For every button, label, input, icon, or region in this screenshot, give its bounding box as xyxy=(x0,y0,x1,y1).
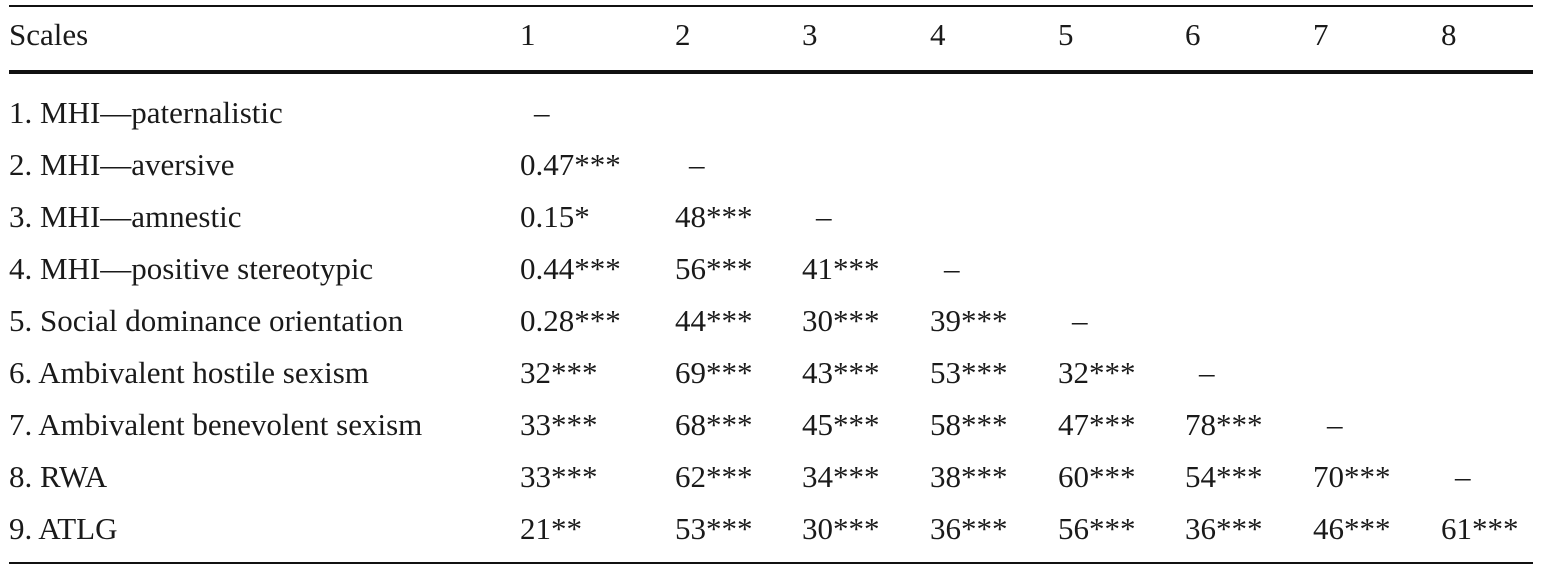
row-label: 4. MHI—positive stereotypic xyxy=(9,251,374,286)
table-cell: – xyxy=(1199,355,1215,390)
table-cell: – xyxy=(816,199,832,234)
row-label: 5. Social dominance orientation xyxy=(9,303,404,338)
table-cell: 62*** xyxy=(675,459,753,494)
row-label: 9. ATLG xyxy=(9,511,118,546)
table-cell: 0.44*** xyxy=(520,251,621,286)
table-cell: 0.47*** xyxy=(520,147,621,182)
row-label: 3. MHI—amnestic xyxy=(9,199,242,234)
header-col-5: 5 xyxy=(1058,17,1074,52)
table-cell: 41*** xyxy=(802,251,880,286)
table-cell: 21** xyxy=(520,511,582,546)
table-cell: 53*** xyxy=(675,511,753,546)
table-cell: 0.15* xyxy=(520,199,590,234)
table-cell: 33*** xyxy=(520,459,598,494)
table-cell: 68*** xyxy=(675,407,753,442)
header-col-4: 4 xyxy=(930,17,946,52)
table-cell: – xyxy=(944,251,960,286)
table-cell: 30*** xyxy=(802,303,880,338)
table-cell: 45*** xyxy=(802,407,880,442)
table-cell: 46*** xyxy=(1313,511,1391,546)
table-header-rule xyxy=(9,70,1533,74)
header-col-7: 7 xyxy=(1313,17,1329,52)
table-cell: 38*** xyxy=(930,459,1008,494)
table-cell: 78*** xyxy=(1185,407,1263,442)
table-cell: 70*** xyxy=(1313,459,1391,494)
table-top-rule xyxy=(9,5,1533,7)
header-col-6: 6 xyxy=(1185,17,1201,52)
table-cell: 32*** xyxy=(520,355,598,390)
header-scales: Scales xyxy=(9,17,89,52)
table-cell: 61*** xyxy=(1441,511,1519,546)
header-col-3: 3 xyxy=(802,17,818,52)
header-col-1: 1 xyxy=(520,17,536,52)
row-label: 6. Ambivalent hostile sexism xyxy=(9,355,369,390)
table-cell: 56*** xyxy=(675,251,753,286)
table-cell: 30*** xyxy=(802,511,880,546)
table-cell: – xyxy=(1072,303,1088,338)
table-bottom-rule xyxy=(9,562,1533,564)
table-cell: – xyxy=(1455,459,1471,494)
table-cell: 0.28*** xyxy=(520,303,621,338)
row-label: 7. Ambivalent benevolent sexism xyxy=(9,407,423,442)
table-cell: 36*** xyxy=(930,511,1008,546)
header-col-2: 2 xyxy=(675,17,691,52)
table-cell: – xyxy=(1327,407,1343,442)
row-label: 8. RWA xyxy=(9,459,108,494)
table-cell: 54*** xyxy=(1185,459,1263,494)
row-label: 1. MHI—paternalistic xyxy=(9,95,283,130)
table-cell: 47*** xyxy=(1058,407,1136,442)
table-cell: 58*** xyxy=(930,407,1008,442)
table-cell: 44*** xyxy=(675,303,753,338)
table-cell: 36*** xyxy=(1185,511,1263,546)
table-cell: 60*** xyxy=(1058,459,1136,494)
table-cell: 32*** xyxy=(1058,355,1136,390)
table-cell: – xyxy=(534,95,550,130)
header-col-8: 8 xyxy=(1441,17,1457,52)
table-cell: 33*** xyxy=(520,407,598,442)
table-cell: 34*** xyxy=(802,459,880,494)
table-cell: – xyxy=(689,147,705,182)
row-label: 2. MHI—aversive xyxy=(9,147,235,182)
table-cell: 69*** xyxy=(675,355,753,390)
table-cell: 53*** xyxy=(930,355,1008,390)
table-cell: 39*** xyxy=(930,303,1008,338)
table-cell: 56*** xyxy=(1058,511,1136,546)
table-cell: 43*** xyxy=(802,355,880,390)
table-cell: 48*** xyxy=(675,199,753,234)
